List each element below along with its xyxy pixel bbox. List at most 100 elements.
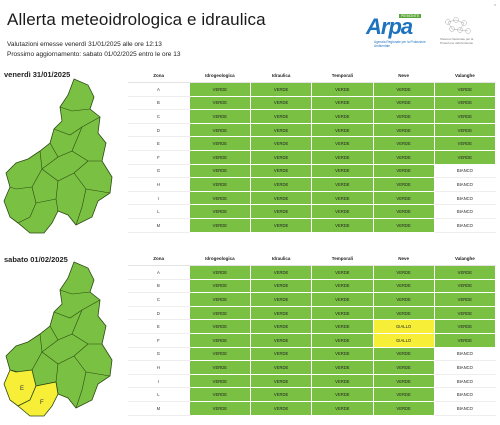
- alert-level-cell: VERDE: [249, 400, 313, 416]
- alert-level-cell: VERDE: [311, 204, 374, 219]
- table-row: D VERDE VERDE VERDE VERDE VERDE: [128, 305, 497, 321]
- alert-level-cell: VERDE: [372, 305, 435, 321]
- table-row: H VERDE VERDE VERDE VERDE BIANCO: [128, 177, 497, 192]
- alert-level-cell: VERDE: [249, 177, 313, 192]
- table-row: I VERDE VERDE VERDE VERDE BIANCO: [128, 190, 497, 206]
- alert-level-cell: VERDE: [372, 109, 435, 124]
- col-header: Idrogeologica: [189, 69, 251, 83]
- table-header-row: Zona Idrogeologica Idraulica Temporali N…: [128, 69, 496, 83]
- alert-level-cell: VERDE: [311, 305, 374, 321]
- alert-level-cell: VERDE: [249, 387, 313, 402]
- table-row: G VERDE VERDE VERDE VERDE BIANCO: [128, 163, 497, 179]
- alert-level-cell: VERDE: [249, 360, 313, 375]
- alert-level-cell: VERDE: [188, 278, 252, 294]
- zone-cell: I: [128, 191, 190, 206]
- alert-level-cell: VERDE: [311, 217, 374, 233]
- page-title: Allerta meteoidrologica e idraulica: [7, 10, 266, 29]
- day2-alert-table: Zona Idrogeologica Idraulica Temporali N…: [128, 252, 497, 416]
- alert-level-cell: VERDE: [311, 136, 374, 151]
- col-header: Neve: [373, 252, 435, 266]
- alert-level-cell: VERDE: [188, 136, 252, 151]
- alert-level-cell: VERDE: [188, 360, 252, 375]
- zone-cell: E: [128, 136, 190, 151]
- alert-level-cell: VERDE: [188, 265, 252, 280]
- table-row: B VERDE VERDE VERDE VERDE VERDE: [128, 278, 497, 294]
- alert-level-cell: VERDE: [433, 82, 497, 97]
- alert-level-cell: VERDE: [249, 190, 313, 206]
- alert-level-cell: VERDE: [433, 265, 497, 280]
- alert-level-cell: VERDE: [372, 265, 435, 280]
- day2-label: sabato 01/02/2025: [4, 255, 68, 264]
- zone-cell: C: [128, 109, 190, 124]
- alert-level-cell: VERDE: [188, 319, 252, 334]
- table-row: L VERDE VERDE VERDE VERDE BIANCO: [128, 204, 497, 219]
- alert-level-cell: VERDE: [249, 292, 313, 307]
- zone-cell: L: [128, 204, 190, 219]
- zone-cell: H: [128, 177, 190, 192]
- alert-level-cell: BIANCO: [433, 190, 497, 206]
- table-row: D VERDE VERDE VERDE VERDE VERDE: [128, 122, 497, 138]
- table-row: G VERDE VERDE VERDE VERDE BIANCO: [128, 346, 497, 362]
- alert-level-cell: VERDE: [372, 204, 435, 219]
- table-header-row: Zona Idrogeologica Idraulica Temporali N…: [128, 252, 496, 266]
- alert-level-cell: VERDE: [311, 95, 374, 111]
- next-update-text: Prossimo aggiornamento: sabato 01/02/202…: [7, 51, 181, 58]
- arpa-logo[interactable]: Arpa PIEMONTE Agenzia Regionale per la P…: [366, 14, 430, 48]
- col-header: Temporali: [311, 252, 373, 266]
- alert-level-cell: VERDE: [311, 82, 374, 97]
- table-row: L VERDE VERDE VERDE VERDE BIANCO: [128, 387, 497, 402]
- alert-level-cell: BIANCO: [433, 400, 497, 416]
- table-row: E VERDE VERDE VERDE VERDE VERDE: [128, 136, 497, 151]
- alert-level-cell: VERDE: [372, 217, 435, 233]
- zone-cell: F: [128, 150, 190, 165]
- alert-level-cell: VERDE: [249, 278, 313, 294]
- zone-cell: B: [128, 96, 190, 111]
- alert-level-cell: BIANCO: [433, 204, 497, 219]
- day2-region-map: E F: [3, 261, 113, 417]
- alert-level-cell: VERDE: [311, 190, 374, 206]
- alert-level-cell: VERDE: [372, 292, 435, 307]
- alert-level-cell: VERDE: [372, 122, 435, 138]
- logo-word: Arpa: [366, 14, 413, 39]
- alert-level-cell: VERDE: [311, 292, 374, 307]
- col-header: Idraulica: [250, 69, 312, 83]
- alert-level-cell: VERDE: [433, 305, 497, 321]
- alert-level-cell: BIANCO: [433, 217, 497, 233]
- alert-level-cell: VERDE: [433, 332, 497, 348]
- alert-level-cell: VERDE: [372, 278, 435, 294]
- alert-level-cell: BIANCO: [433, 373, 497, 389]
- zone-cell: B: [128, 279, 190, 294]
- col-header: Zona: [128, 69, 190, 83]
- alert-level-cell: VERDE: [249, 217, 313, 233]
- map-zone-label: F: [40, 400, 44, 406]
- alert-level-cell: VERDE: [249, 332, 313, 348]
- alert-level-cell: VERDE: [433, 278, 497, 294]
- alert-level-cell: VERDE: [311, 177, 374, 192]
- alert-level-cell: VERDE: [311, 400, 374, 416]
- col-header: Idrogeologica: [189, 252, 251, 266]
- snpa-logo[interactable]: Sistema Nazionale per la Protezione dell…: [440, 16, 476, 48]
- col-header: Valanghe: [434, 69, 496, 83]
- alert-level-cell: VERDE: [249, 346, 313, 362]
- alert-level-cell: VERDE: [372, 400, 435, 416]
- alert-level-cell: VERDE: [372, 346, 435, 362]
- alert-level-cell: VERDE: [188, 387, 252, 402]
- map-zone-label: E: [20, 386, 24, 392]
- alert-level-cell: VERDE: [433, 95, 497, 111]
- alert-level-cell: VERDE: [188, 163, 252, 179]
- table-row: H VERDE VERDE VERDE VERDE BIANCO: [128, 360, 497, 375]
- alert-level-cell: VERDE: [249, 149, 313, 165]
- alert-level-cell: VERDE: [188, 400, 252, 416]
- zone-cell: D: [128, 123, 190, 138]
- alert-level-cell: VERDE: [433, 149, 497, 165]
- table-row: F VERDE VERDE VERDE GIALLO VERDE: [128, 332, 497, 348]
- col-header: Idraulica: [250, 252, 312, 266]
- zone-cell: A: [128, 265, 190, 280]
- table-row: A VERDE VERDE VERDE VERDE VERDE: [128, 82, 497, 97]
- alert-level-cell: VERDE: [249, 122, 313, 138]
- table-row: I VERDE VERDE VERDE VERDE BIANCO: [128, 373, 497, 389]
- alert-level-cell: BIANCO: [433, 360, 497, 375]
- alert-level-cell: VERDE: [249, 95, 313, 111]
- alert-level-cell: VERDE: [372, 373, 435, 389]
- zone-cell: G: [128, 347, 190, 362]
